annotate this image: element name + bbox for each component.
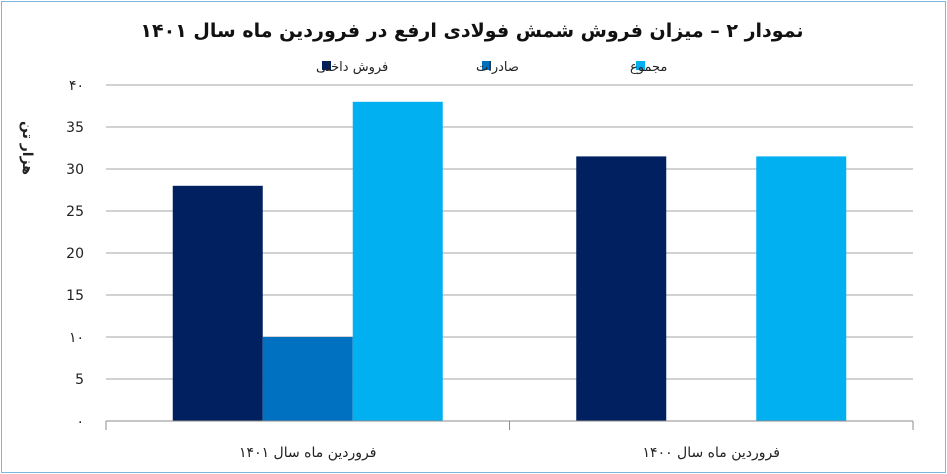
bar bbox=[172, 185, 263, 421]
chart-title: نمودار ۲ – میزان فروش شمش فولادی ارفع در… bbox=[140, 20, 803, 42]
y-tick-label: 30 bbox=[66, 162, 84, 178]
bar bbox=[756, 156, 847, 421]
x-tick-label: فروردین ماه سال ۱۴۰۰ bbox=[643, 445, 780, 461]
legend-label: فروش داخلی bbox=[316, 60, 388, 75]
y-tick-label: 5 bbox=[75, 372, 84, 388]
y-tick-label: ۱۰ bbox=[69, 330, 84, 346]
legend-swatch bbox=[322, 61, 331, 70]
bar bbox=[352, 101, 443, 422]
y-tick-label: ۴۰ bbox=[69, 78, 84, 94]
y-tick-label: 20 bbox=[66, 246, 84, 262]
legend-swatch bbox=[636, 61, 645, 70]
legend-label: صادرات bbox=[476, 60, 519, 75]
y-tick-label: 25 bbox=[66, 204, 84, 220]
legend-swatch bbox=[482, 61, 491, 70]
bar bbox=[576, 156, 667, 421]
bar bbox=[262, 337, 353, 421]
y-tick-label: ۰ bbox=[76, 414, 84, 430]
legend: فروش داخلی صادرات مجموع bbox=[316, 60, 667, 75]
legend-label: مجموع bbox=[630, 60, 667, 75]
y-axis-label: هزار تن bbox=[19, 121, 35, 175]
x-tick-label: فروردین ماه سال ۱۴۰۱ bbox=[239, 445, 376, 461]
bars bbox=[172, 101, 847, 422]
y-axis-ticks: ۰ 5 ۱۰ 15 20 25 30 35 ۴۰ bbox=[66, 78, 84, 430]
y-tick-label: 15 bbox=[66, 288, 84, 304]
x-axis: فروردین ماه سال ۱۴۰۱ فروردین ماه سال ۱۴۰۰ bbox=[105, 420, 914, 461]
y-tick-label: 35 bbox=[66, 120, 84, 136]
